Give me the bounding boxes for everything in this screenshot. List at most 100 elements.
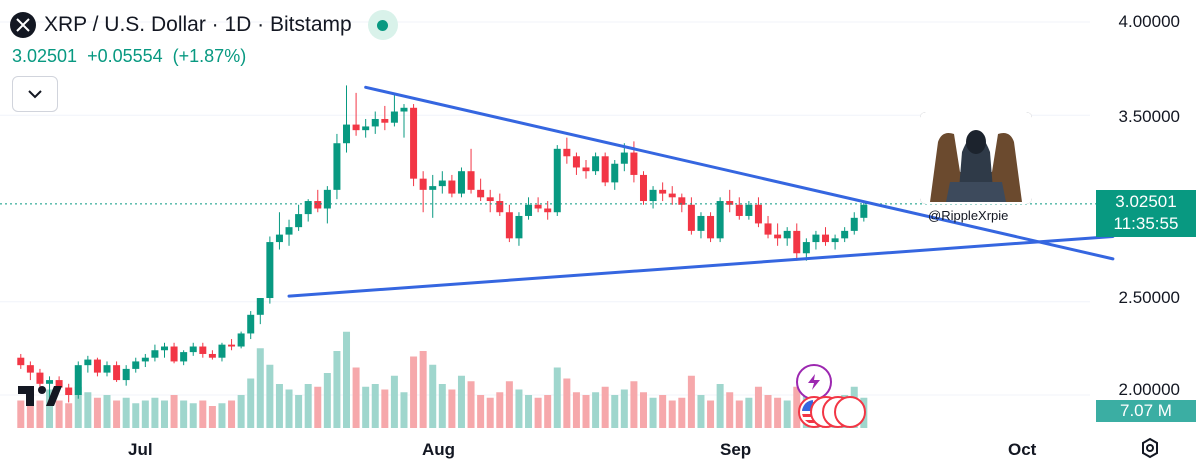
candle-body [141,357,149,362]
bar-countdown: 11:35:55 [1113,214,1179,233]
candle [505,204,513,243]
volume-bar [314,386,322,428]
candle [592,152,600,175]
candle [525,197,533,220]
candle-body [93,359,101,373]
candle [381,105,389,131]
market-status-icon[interactable] [367,10,398,40]
candle-body [275,234,283,243]
volume-bar [390,375,398,428]
volume-bar [707,400,715,428]
candle-body [620,152,628,164]
volume-bar [93,397,101,428]
candle [189,342,197,356]
candle-body [314,201,322,209]
volume-bar [438,384,446,428]
volume-bar [132,403,140,428]
chart-title: XRP / U.S. Dollar · 1D · Bitstamp [44,13,352,36]
candle-body [467,171,475,190]
watermark-image [920,112,1032,204]
candle [457,167,465,198]
candle [802,238,810,261]
candle-body [371,118,379,127]
candle [141,353,149,368]
candle-body [323,189,331,209]
candle-body [687,204,695,231]
volume-bar [515,389,523,428]
volume-bar [592,392,600,428]
candle-body [457,171,465,194]
candle-body [774,234,782,239]
trendlines [287,85,1115,298]
candle-body [611,163,619,183]
candle [390,92,398,127]
candle [36,368,44,388]
volume-bar [199,400,207,428]
candle [467,148,475,194]
volume-bar [754,386,762,428]
candle-body [122,368,130,381]
volume-bar [544,395,552,428]
x-tick-label: Jul [128,440,153,459]
candle-body [333,143,341,190]
tradingview-logo-icon[interactable] [18,384,62,413]
candle [668,186,676,205]
candle [563,137,571,164]
candle-body [55,380,63,388]
candle [180,350,188,366]
volume-bar [678,397,686,428]
candle-body [295,214,303,228]
volume-bar [141,400,149,428]
chevron-down-icon [28,90,42,99]
candle-body [601,156,609,183]
volume-bar [180,400,188,428]
candle-body [544,208,552,213]
candle [745,201,753,220]
candle [534,197,542,213]
volume-bar [400,392,408,428]
candle-body [362,126,370,131]
candle-body [237,333,245,347]
candle-body [525,204,533,216]
bolt-icon[interactable] [796,364,832,400]
candle-body [65,387,73,395]
current-price: 3.02501 [1115,192,1177,211]
candle-body [841,230,849,239]
volume-bars [17,331,868,428]
candle-body [582,167,590,172]
collapse-legend-button[interactable] [12,76,58,112]
candle [410,104,418,187]
y-tick-label: 3.50000 [1118,107,1180,126]
volume-bar [486,397,494,428]
candle [228,339,236,351]
volume-bar [36,400,44,428]
volume-bar [477,395,485,428]
candle-body [390,111,398,123]
volume-bar [774,397,782,428]
us-flag-icon[interactable] [834,396,866,428]
volume-bar [266,364,274,428]
candle [735,197,743,220]
candle-body [764,223,772,235]
candle [438,171,446,194]
volume-bar [687,375,695,428]
candle [726,189,734,213]
volume-bar [764,395,772,428]
candle [218,342,226,362]
candle [208,350,216,360]
volume-bar [448,389,456,428]
candle-body [419,178,427,190]
volume-bar [218,403,226,428]
candle-body [352,124,360,131]
candle [237,331,245,349]
candle-body [74,365,82,395]
candle [304,199,312,222]
candle [93,357,101,377]
settings-icon[interactable] [1138,436,1162,460]
volume-bar [65,403,73,428]
candle [26,361,34,381]
candle [860,202,868,222]
candle-body [697,215,705,231]
candle-body [860,204,868,218]
